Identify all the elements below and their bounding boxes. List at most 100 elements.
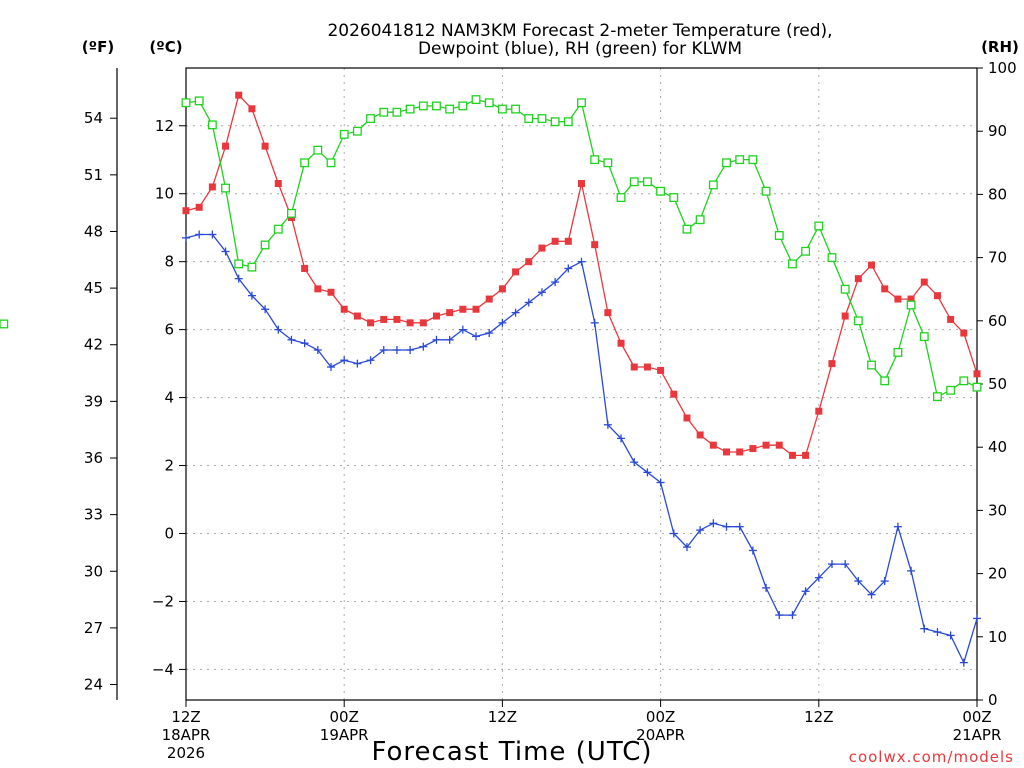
temperature-point: [182, 207, 190, 215]
rh-point: [787, 259, 797, 269]
dewpoint-point: [379, 346, 388, 355]
fahrenheit-tick-label: 48: [84, 222, 103, 240]
rh-point: [181, 98, 191, 108]
temperature-point: [564, 237, 572, 245]
temperature-point: [525, 258, 533, 266]
rh-point: [379, 107, 389, 117]
rh-point: [484, 98, 494, 108]
dewpoint-point: [327, 363, 336, 372]
celsius-tick-label: 4: [164, 389, 174, 407]
temperature-point: [446, 309, 454, 317]
temperature-point: [709, 441, 717, 449]
rh-point: [735, 155, 745, 165]
temperature-point: [696, 431, 704, 439]
temperature-point: [367, 319, 375, 327]
fahrenheit-tick-label: 39: [84, 392, 103, 410]
rh-point: [616, 193, 626, 203]
rh-point: [432, 101, 441, 111]
temperature-point: [723, 448, 731, 456]
dewpoint-point: [775, 611, 784, 620]
rh-point: [972, 382, 982, 392]
rh-point: [366, 114, 376, 124]
rh-tick-label: 30: [988, 501, 1007, 519]
temperature-point: [327, 288, 335, 296]
chart-title-line1: 2026041812 NAM3KM Forecast 2-meter Tempe…: [327, 21, 832, 41]
rh-point: [352, 126, 362, 136]
dewpoint-point: [643, 468, 652, 477]
fahrenheit-tick-label: 27: [84, 619, 103, 637]
temperature-point: [802, 451, 810, 459]
rh-point: [221, 183, 230, 193]
dewpoint-point: [234, 274, 243, 283]
celsius-axis-unit: (ºC): [149, 38, 182, 56]
dewpoint-point: [590, 318, 599, 327]
celsius-tick-label: 2: [164, 457, 174, 475]
temperature-point: [828, 360, 836, 368]
fahrenheit-tick-label: 33: [84, 506, 103, 524]
temperature-point: [973, 370, 981, 378]
rh-point: [0, 319, 9, 329]
dewpoint-point: [893, 522, 902, 531]
celsius-tick-label: 12: [155, 117, 174, 135]
temperature-point: [340, 305, 348, 313]
dewpoint-point: [419, 342, 428, 351]
rh-point: [273, 224, 283, 234]
dewpoint-point: [261, 305, 270, 314]
x-tick-date: 21APR: [953, 726, 1002, 744]
temperature-point: [393, 315, 401, 323]
temperature-point: [683, 414, 691, 422]
dewpoint-point: [208, 230, 217, 239]
dewpoint-point: [577, 257, 586, 266]
rh-point: [867, 360, 876, 370]
rh-point: [326, 158, 336, 168]
temperature-point: [841, 312, 849, 320]
temperature-point: [630, 363, 638, 371]
dewpoint-point: [221, 247, 230, 256]
rh-point: [761, 186, 771, 196]
dewpoint-point: [537, 288, 546, 297]
rh-point: [748, 155, 758, 165]
dewpoint-point: [709, 519, 718, 528]
temperature-point: [261, 142, 269, 150]
temperature-point: [933, 292, 941, 300]
rh-point: [550, 117, 560, 127]
temperature-point: [222, 142, 230, 150]
temperature-point: [459, 305, 467, 313]
temperature-point: [815, 407, 823, 415]
temperature-point: [274, 180, 282, 188]
dewpoint-point: [933, 628, 942, 637]
temperature-point: [788, 451, 796, 459]
temperature-point: [657, 366, 665, 374]
dewpoint-point: [722, 522, 731, 531]
temperature-point: [538, 244, 546, 252]
credit-text[interactable]: coolwx.com/models: [849, 748, 1014, 766]
rh-point: [629, 177, 639, 187]
dewpoint-point: [696, 526, 705, 535]
rh-point: [207, 120, 217, 130]
rh-point: [392, 107, 402, 117]
temperature-point: [670, 390, 678, 398]
temperature-point: [617, 339, 625, 347]
x-tick-date: 20APR: [636, 726, 685, 744]
fahrenheit-axis-unit: (ºF): [82, 38, 114, 56]
temperature-point: [353, 312, 361, 320]
rh-tick-label: 90: [988, 122, 1007, 140]
x-tick-label: 12Z: [804, 708, 833, 726]
dewpoint-point: [814, 573, 823, 582]
rh-tick-label: 50: [988, 375, 1007, 393]
chart-title-line2: Dewpoint (blue), RH (green) for KLWM: [418, 39, 742, 59]
rh-point: [537, 114, 547, 124]
dewpoint-point: [762, 583, 771, 592]
rh-tick-label: 40: [988, 438, 1007, 456]
dewpoint-point: [472, 332, 481, 341]
rh-point: [682, 224, 692, 234]
rh-tick-label: 100: [988, 59, 1017, 77]
rh-point: [300, 158, 310, 168]
dewpoint-point: [617, 434, 626, 443]
dewpoint-point: [340, 356, 349, 365]
temperature-point: [907, 295, 915, 303]
rh-point: [946, 385, 956, 395]
rh-point: [458, 101, 468, 111]
dewpoint-point: [392, 346, 401, 355]
rh-point: [563, 117, 573, 127]
